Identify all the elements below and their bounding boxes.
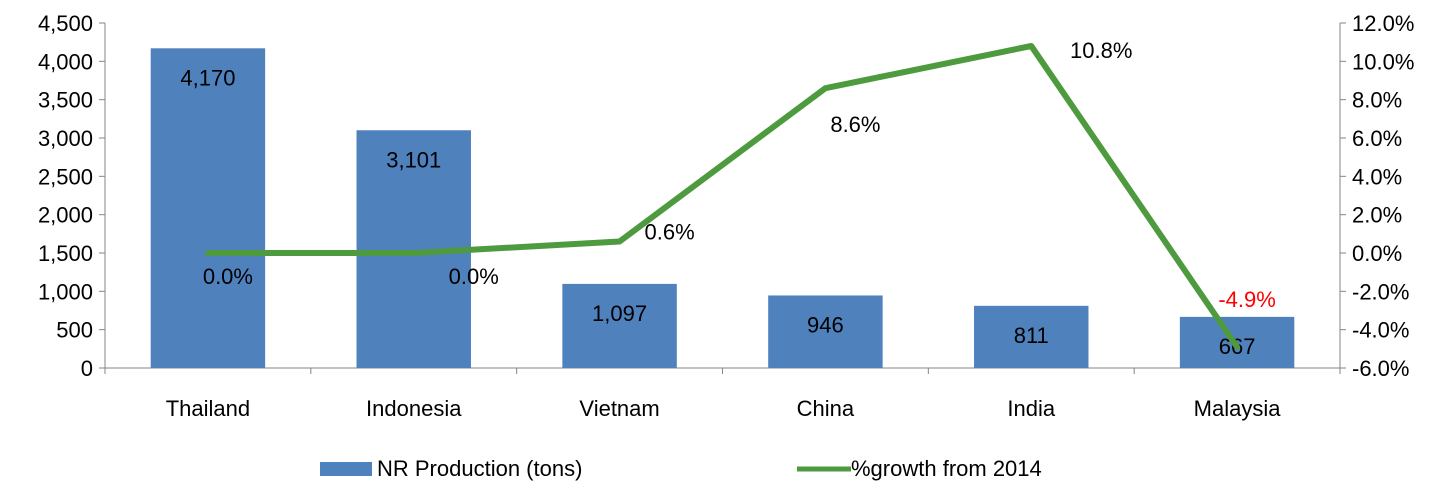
left-axis-tick-label: 3,000 [38, 126, 93, 151]
line-data-label: 8.6% [830, 112, 880, 137]
left-axis-tick-label: 500 [56, 318, 93, 343]
bar [150, 48, 266, 369]
line-data-label: -4.9% [1218, 287, 1275, 312]
right-axis-tick-label: 4.0% [1352, 164, 1402, 189]
right-axis-tick-label: 12.0% [1352, 11, 1414, 36]
x-axis-tick-label: Malaysia [1194, 396, 1282, 421]
line-data-label: 0.6% [645, 220, 695, 245]
line-data-labels: 0.0% 0.0% 0.6% 8.6% 10.8% -4.9% [203, 38, 1276, 312]
right-axis-tick-label: 8.0% [1352, 88, 1402, 113]
legend-label-line: %growth from 2014 [851, 456, 1042, 481]
right-axis-tick-label: 6.0% [1352, 126, 1402, 151]
axes [99, 22, 1346, 374]
bar-data-label: 946 [807, 312, 844, 337]
left-axis-tick-label: 2,500 [38, 164, 93, 189]
legend: NR Production (tons) %growth from 2014 [320, 456, 1042, 481]
line-path [204, 43, 1241, 350]
x-axis-tick-label: China [797, 396, 855, 421]
left-axis-tick-label: 1,500 [38, 241, 93, 266]
right-axis-tick-label: -4.0% [1352, 318, 1409, 343]
left-axis-tick-label: 0 [81, 356, 93, 381]
left-axis-tick-label: 4,000 [38, 49, 93, 74]
legend-label-bar: NR Production (tons) [377, 456, 582, 481]
left-axis-tick-label: 3,500 [38, 88, 93, 113]
bar [974, 305, 1089, 368]
line-data-label: 0.0% [203, 264, 253, 289]
bar [562, 283, 677, 368]
tick-labels: 0 500 1,000 1,500 2,000 2,500 3,000 3,500 4,000 4… [38, 11, 1414, 421]
right-axis-tick-label: 10.0% [1352, 49, 1414, 74]
x-axis-tick-label: India [1007, 396, 1055, 421]
bar-data-label: 811 [1014, 323, 1049, 348]
left-axis-tick-label: 2,000 [38, 203, 93, 228]
left-axis-tick-label: 4,500 [38, 11, 93, 36]
x-axis-tick-label: Thailand [166, 396, 250, 421]
bar-data-label: 4,170 [180, 65, 235, 90]
right-axis-tick-label: 2.0% [1352, 203, 1402, 228]
bar [768, 295, 883, 368]
x-axis-tick-label: Vietnam [579, 396, 659, 421]
x-axis-tick-label: Indonesia [366, 396, 462, 421]
right-axis-tick-label: 0.0% [1352, 241, 1402, 266]
line-data-label: 0.0% [449, 264, 499, 289]
right-axis-tick-label: -2.0% [1352, 279, 1409, 304]
bar-data-label: 1,097 [592, 301, 647, 326]
line-series [204, 43, 1241, 350]
bar-data-label: 3,101 [386, 147, 441, 172]
left-axis-tick-label: 1,000 [38, 279, 93, 304]
right-axis-tick-label: -6.0% [1352, 356, 1409, 381]
line-data-label: 10.8% [1070, 38, 1132, 63]
legend-swatch-bar [320, 462, 372, 476]
bar-series [150, 48, 1295, 369]
